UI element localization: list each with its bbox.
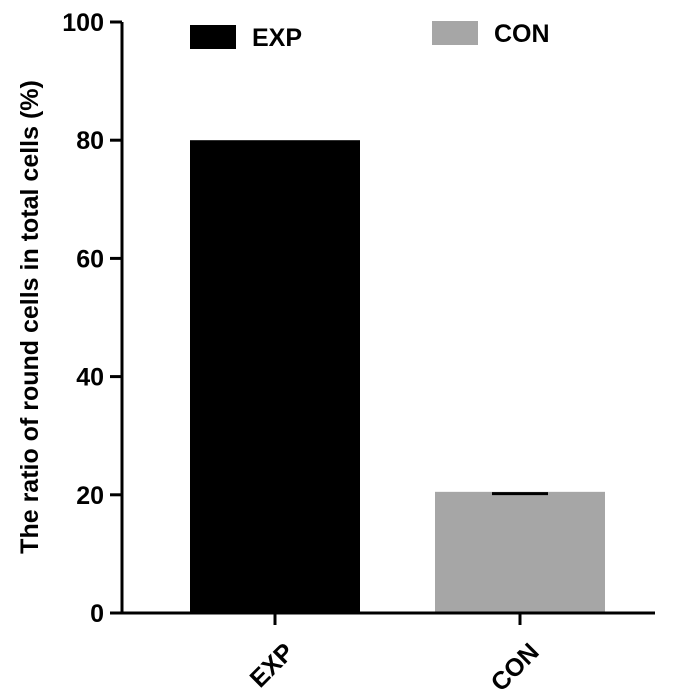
bar-con [435, 491, 605, 613]
legend-swatch-con [432, 21, 478, 45]
x-tick-label: CON [486, 638, 545, 695]
legend-swatch-exp [190, 25, 236, 49]
legend-label-exp: EXP [252, 24, 302, 52]
x-axis-ticks: EXP CON [245, 613, 545, 695]
x-tick-label: EXP [245, 638, 300, 693]
y-tick-label: 80 [76, 127, 104, 155]
y-tick-label: 60 [76, 245, 104, 273]
bar-exp [190, 140, 360, 613]
y-axis-ticks: 0 20 40 60 80 100 [62, 9, 122, 628]
y-tick-label: 20 [76, 482, 104, 510]
y-tick-label: 40 [76, 364, 104, 392]
y-tick-label: 0 [90, 600, 104, 628]
y-tick-label: 100 [62, 9, 104, 37]
y-axis-label: The ratio of round cells in total cells … [16, 80, 44, 554]
legend: EXP CON [190, 20, 550, 52]
legend-label-con: CON [494, 20, 550, 48]
plot-area [190, 140, 605, 613]
